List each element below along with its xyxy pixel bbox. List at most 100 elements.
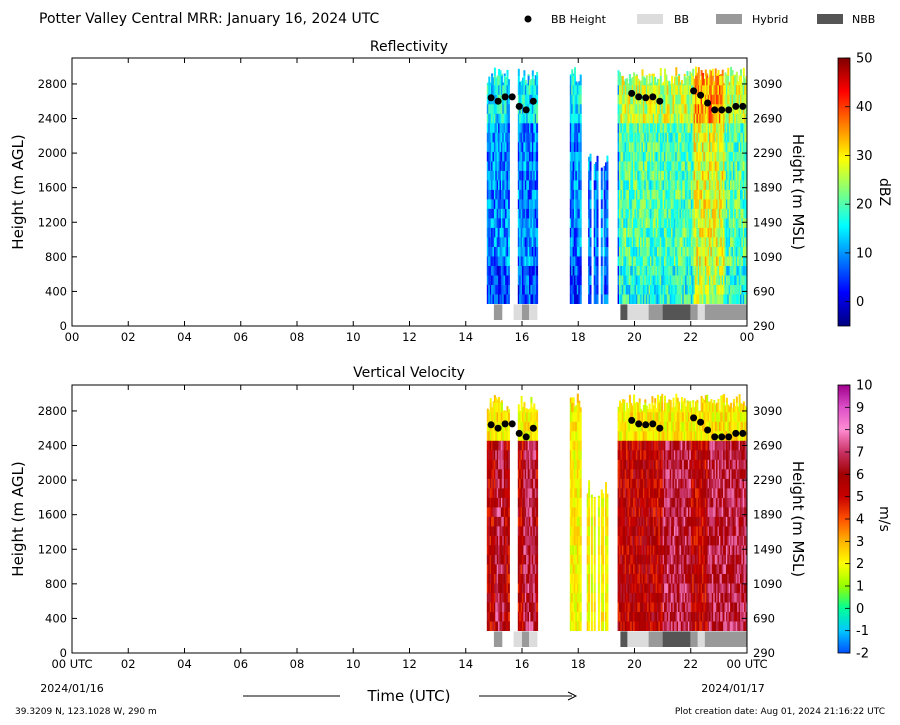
radar-cell [569,237,572,247]
radar-cell [526,544,529,555]
radar-cell [679,217,682,228]
radar-cell [654,113,657,124]
radar-cell [498,294,501,304]
radar-cell [576,459,579,470]
radar-cell [689,151,692,162]
radar-cell [519,564,522,574]
radar-cell [673,113,676,124]
radar-cell [683,94,686,105]
radar-cell [600,227,603,238]
radar-cell [496,103,499,114]
radar-cell [500,573,503,584]
radar-cell [638,430,641,441]
radar-cell [486,275,489,285]
radar-cell [507,132,510,143]
radar-cell [621,478,624,489]
radar-cell [620,151,623,162]
radar-cell [731,265,734,276]
radar-cell [665,160,668,171]
radar-cell [662,265,665,276]
radar-cell [657,141,660,152]
radar-cell [642,198,645,209]
radar-cell [579,208,582,219]
radar-cell [659,113,662,124]
radar-cell [678,94,681,105]
radar-cell [502,516,505,527]
radar-cell [605,487,608,498]
radar-cell [745,141,747,152]
radar-cell [665,284,668,295]
radar-cell [633,122,636,133]
x-tick-label: 10 [346,330,361,344]
radar-cell [630,525,633,536]
radar-cell [488,535,491,546]
radar-cell [506,160,509,171]
radar-cell [642,246,645,257]
bb-height-point [487,94,495,102]
radar-cell [638,284,641,295]
radar-cell [619,487,622,498]
radar-cell [529,84,532,95]
radar-cell [630,583,633,593]
radar-cell [645,265,648,276]
radar-cell [630,403,633,413]
radar-cell [533,198,536,209]
radar-cell [709,246,712,257]
radar-cell [675,246,678,257]
radar-cell [630,421,633,432]
radar-cell [724,75,727,86]
radar-cell [492,611,495,622]
radar-cell [500,430,503,441]
radar-cell [626,84,629,95]
radar-cell [576,506,579,517]
radar-cell [522,113,525,124]
radar-cell [702,84,705,95]
radar-cell [642,411,645,422]
radar-cell [689,103,692,114]
radar-cell [630,516,633,527]
radar-cell [624,141,627,152]
x-tick-label: 04 [177,330,192,344]
radar-cell [522,478,525,489]
radar-cell [690,237,693,247]
radar-cell [588,621,591,631]
bb-height-point [501,93,509,101]
radar-cell [666,132,669,143]
radar-cell [605,265,608,276]
radar-cell [697,217,700,228]
radar-cell [641,294,644,304]
radar-cell [737,113,740,124]
radar-cell [738,217,741,228]
radar-cell [536,189,539,200]
radar-cell [493,160,496,171]
radar-cell [718,284,721,295]
radar-cell [651,170,654,181]
radar-cell [593,554,596,565]
radar-cell [718,132,721,143]
radar-cell [531,227,534,238]
radar-cell [682,227,685,238]
radar-cell [498,468,501,479]
radar-cell [680,256,683,266]
radar-cell [703,265,706,276]
radar-cell [644,592,647,603]
radar-cell [697,75,700,86]
radar-cell [642,449,645,460]
radar-cell [495,170,498,181]
radar-cell [520,535,523,546]
radar-cell [519,237,522,247]
radar-cell [586,525,589,536]
radar-cell [624,132,627,143]
radar-cell [728,94,731,105]
radar-cell [536,294,539,304]
radar-cell [506,256,509,266]
radar-cell [522,94,525,105]
radar-cell [500,602,503,612]
radar-cell [506,227,509,238]
radar-cell [571,554,574,565]
radar-cell [742,227,745,238]
radar-cell [652,151,655,162]
radar-cell [623,564,626,574]
radar-cell [706,256,709,266]
